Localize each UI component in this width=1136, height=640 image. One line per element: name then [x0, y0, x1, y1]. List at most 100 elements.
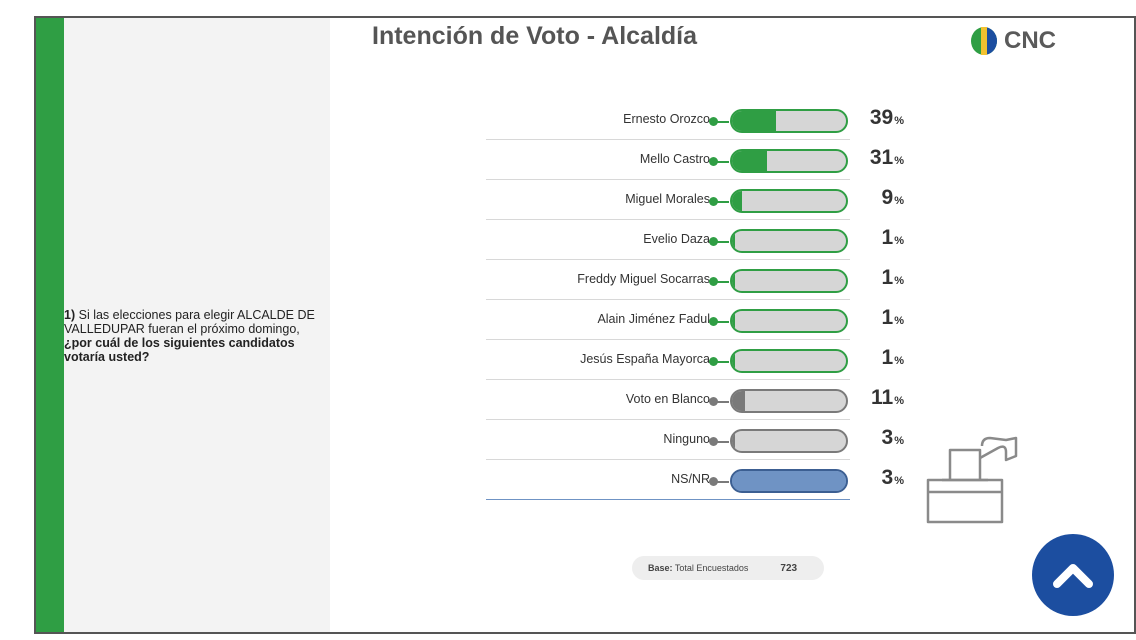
- accent-bar: [36, 18, 64, 632]
- bar-track: [730, 229, 848, 253]
- row-separator: [486, 419, 850, 420]
- candidate-label: Freddy Miguel Socarras: [577, 272, 710, 286]
- chart-row: Evelio Daza 1%: [420, 220, 904, 260]
- chart-row: NS/NR 3%: [420, 460, 904, 500]
- value-number: 31: [869, 146, 894, 169]
- value-label: 1%: [850, 306, 904, 330]
- marker-connector: [717, 441, 729, 443]
- bar-track: [730, 149, 848, 173]
- value-label: 9%: [850, 186, 904, 210]
- value-unit: %: [894, 355, 904, 367]
- bar-fill: [732, 431, 735, 451]
- row-separator: [486, 459, 850, 460]
- bar-track: [730, 389, 848, 413]
- base-label: Total Encuestados: [674, 563, 749, 573]
- scroll-top-button[interactable]: [1032, 534, 1114, 616]
- candidate-label: Ernesto Orozco: [623, 112, 710, 126]
- bar-track: [730, 109, 848, 133]
- marker-dot: [709, 397, 718, 406]
- candidate-label: NS/NR: [671, 472, 710, 486]
- value-label: 3%: [850, 466, 904, 490]
- base-badge: Base: Total Encuestados 723: [632, 556, 824, 580]
- chart-row: Ernesto Orozco 39%: [420, 100, 904, 140]
- marker-dot: [709, 277, 718, 286]
- marker-connector: [717, 161, 729, 163]
- question-panel: [64, 18, 330, 632]
- bar-track: [730, 269, 848, 293]
- value-unit: %: [894, 475, 904, 487]
- marker-dot: [709, 437, 718, 446]
- chart-row: Freddy Miguel Socarras 1%: [420, 260, 904, 300]
- row-separator: [486, 379, 850, 380]
- bar-fill: [732, 231, 735, 251]
- marker-dot: [709, 237, 718, 246]
- value-number: 3: [881, 466, 894, 489]
- row-separator: [486, 139, 850, 140]
- question-number: 1): [64, 308, 76, 322]
- bar-fill: [732, 391, 745, 411]
- marker-connector: [717, 241, 729, 243]
- value-unit: %: [894, 115, 904, 127]
- value-number: 1: [881, 226, 894, 249]
- value-unit: %: [894, 155, 904, 167]
- row-separator: [486, 339, 850, 340]
- value-unit: %: [894, 315, 904, 327]
- page-title: Intención de Voto - Alcaldía: [372, 22, 698, 50]
- row-separator: [486, 299, 850, 300]
- candidate-label: Voto en Blanco: [625, 392, 710, 406]
- marker-connector: [717, 121, 729, 123]
- value-number: 1: [881, 266, 894, 289]
- cnc-logo-icon: [971, 27, 997, 55]
- bar-track: [730, 349, 848, 373]
- question-text: 1) Si las elecciones para elegir ALCALDE…: [64, 308, 326, 364]
- candidate-label: Ninguno: [663, 432, 710, 446]
- bar-fill: [732, 191, 742, 211]
- marker-dot: [709, 157, 718, 166]
- marker-connector: [717, 281, 729, 283]
- value-number: 11: [871, 386, 894, 409]
- value-label: 1%: [850, 266, 904, 290]
- value-label: 1%: [850, 346, 904, 370]
- value-unit: %: [894, 395, 904, 407]
- slide-frame: 1) Si las elecciones para elegir ALCALDE…: [34, 16, 1136, 634]
- value-unit: %: [894, 275, 904, 287]
- marker-dot: [709, 197, 718, 206]
- value-number: 1: [881, 346, 894, 369]
- logo-text: CNC: [1004, 27, 1056, 54]
- value-unit: %: [894, 435, 904, 447]
- value-label: 11%: [850, 386, 904, 410]
- value-number: 3: [881, 426, 894, 449]
- chart-row: Jesús España Mayorca 1%: [420, 340, 904, 380]
- chart-row: Miguel Morales 9%: [420, 180, 904, 220]
- bar-fill: [732, 271, 735, 291]
- base-value: 723: [780, 562, 798, 574]
- value-number: 1: [881, 306, 894, 329]
- candidate-label: Mello Castro: [639, 152, 710, 166]
- value-label: 1%: [850, 226, 904, 250]
- chart-row: Alain Jiménez Fadul 1%: [420, 300, 904, 340]
- value-label: 31%: [850, 146, 904, 170]
- row-separator: [486, 259, 850, 260]
- row-separator: [486, 499, 850, 500]
- bar-fill: [732, 471, 846, 491]
- value-label: 39%: [850, 106, 904, 130]
- candidate-label: Alain Jiménez Fadul: [597, 312, 710, 326]
- cnc-logo: CNC: [970, 24, 1056, 58]
- question-bold: ¿por cuál de los siguientes candidatos v…: [64, 336, 295, 364]
- value-number: 39: [869, 106, 894, 129]
- bar-track: [730, 469, 848, 493]
- marker-connector: [717, 401, 729, 403]
- base-label-bold: Base:: [648, 563, 673, 573]
- chart-row: Ninguno 3%: [420, 420, 904, 460]
- value-label: 3%: [850, 426, 904, 450]
- ballot-box-icon: [926, 436, 1018, 524]
- marker-connector: [717, 201, 729, 203]
- bar-fill: [732, 111, 776, 131]
- bar-fill: [732, 151, 767, 171]
- bar-track: [730, 309, 848, 333]
- marker-dot: [709, 477, 718, 486]
- marker-dot: [709, 357, 718, 366]
- bar-track: [730, 429, 848, 453]
- marker-connector: [717, 481, 729, 483]
- bar-fill: [732, 311, 735, 331]
